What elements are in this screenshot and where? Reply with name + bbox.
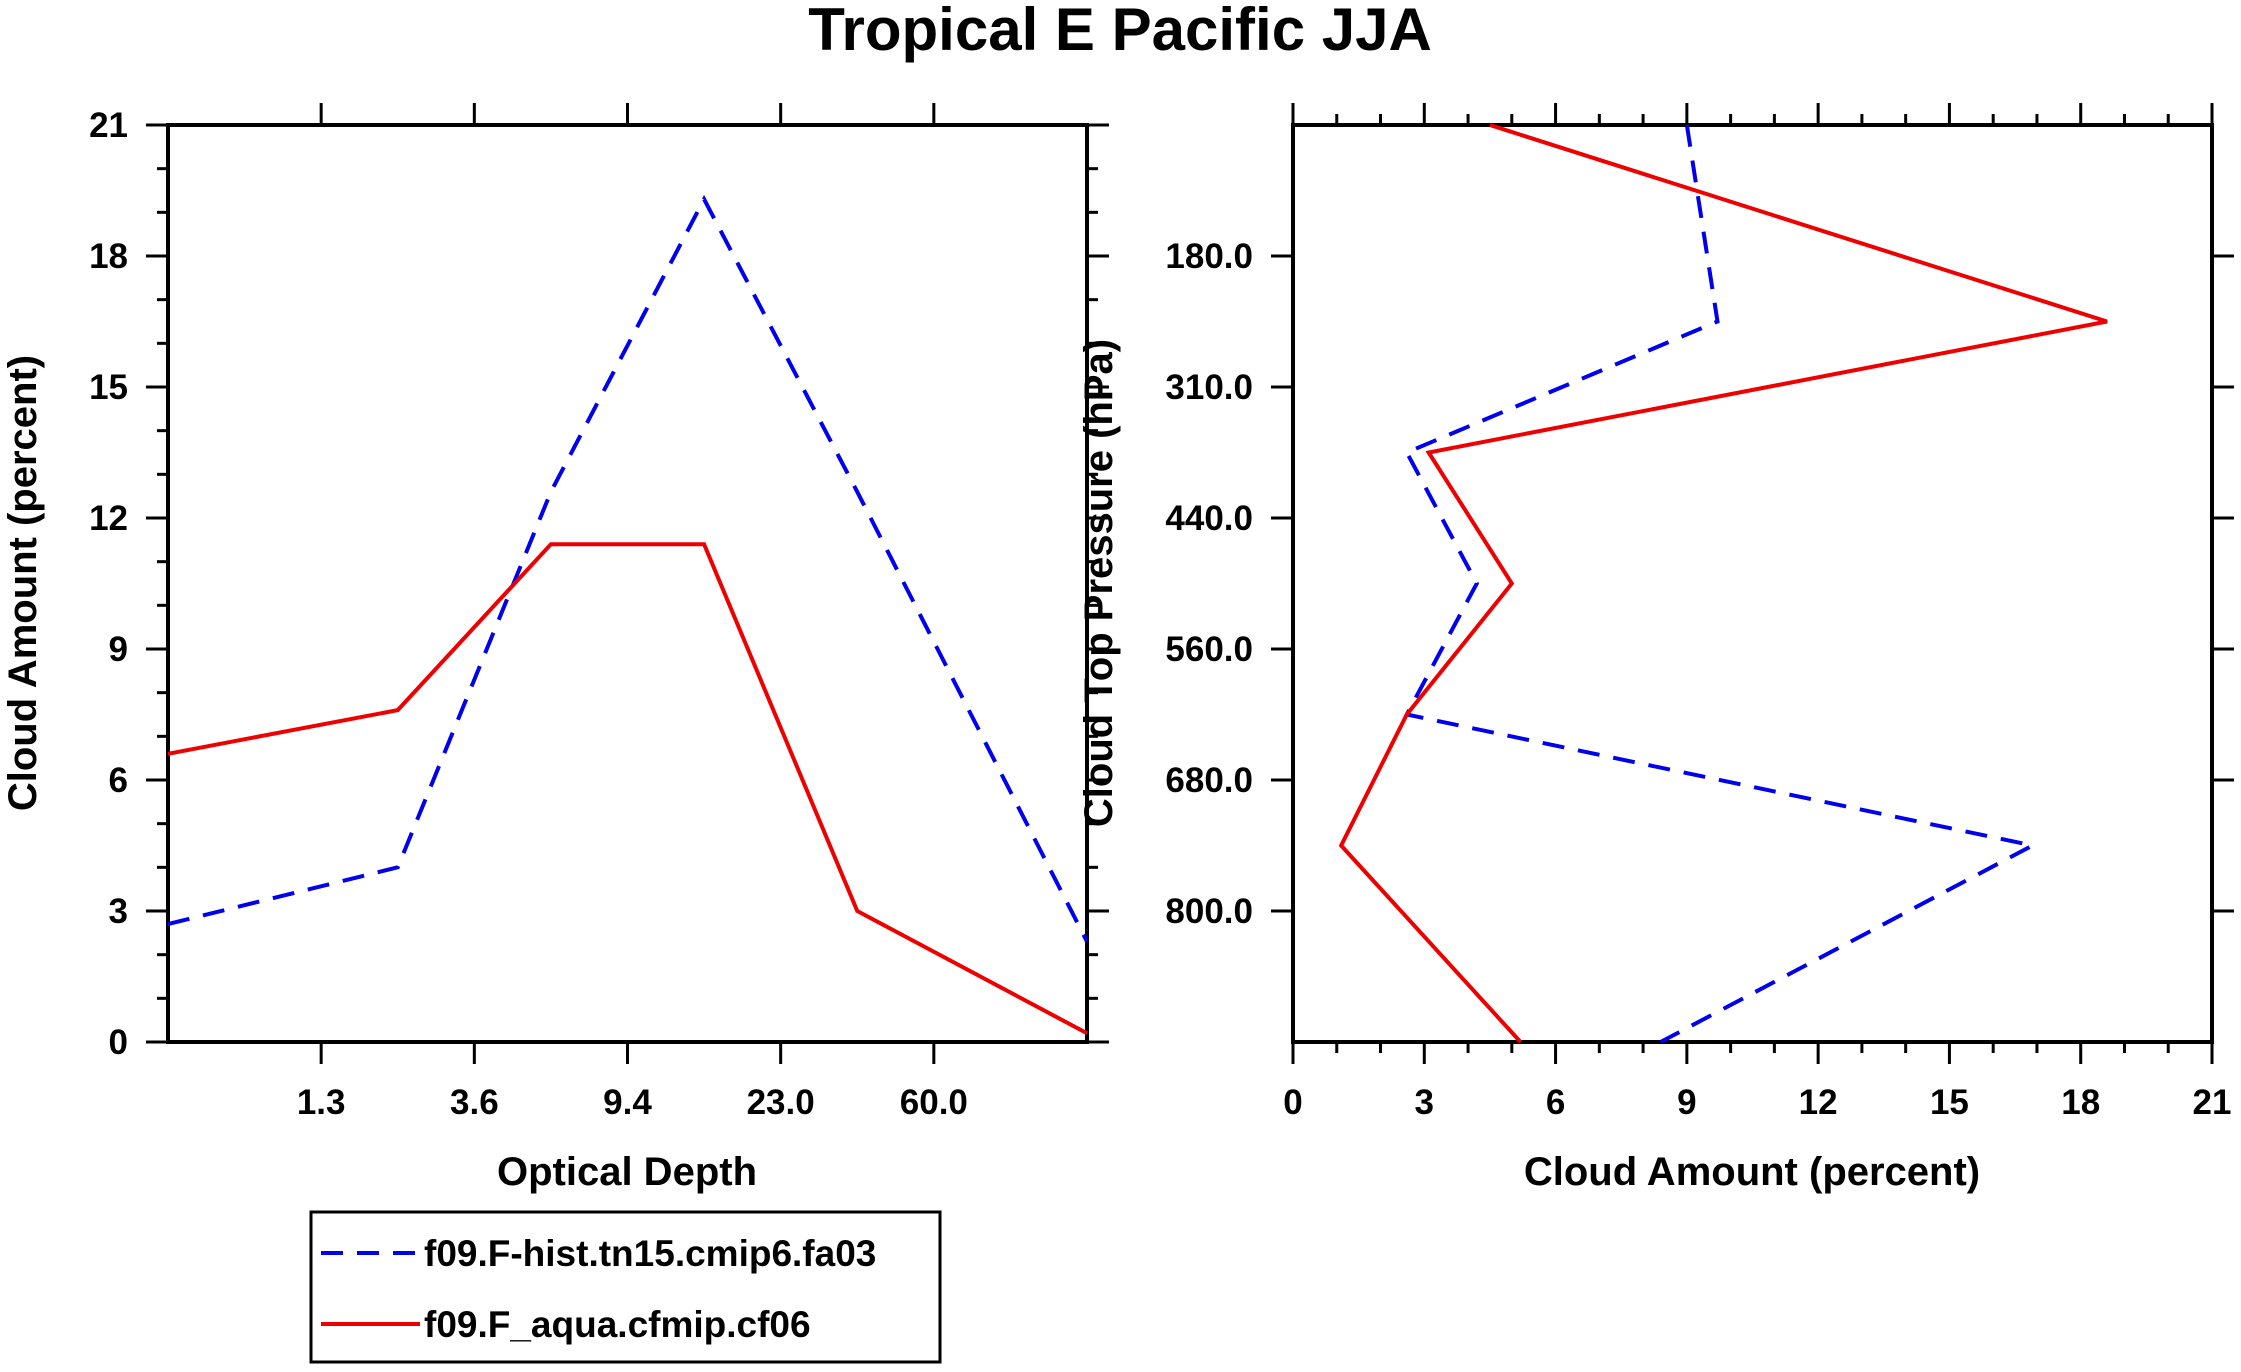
right-series-line — [1338, 123, 2108, 1044]
left-ticks — [146, 103, 1109, 1064]
legend-box — [309, 1210, 942, 1364]
right-y-tick-label: 560.0 — [1165, 630, 1253, 669]
right-y-tick-label: 440.0 — [1165, 499, 1253, 538]
right-x-tick-labels: 0 3 6 9 12 15 18 21 — [1283, 1083, 2231, 1122]
right-plot-frame — [1291, 123, 2214, 1044]
chart-title: Tropical E Pacific JJA — [808, 0, 1432, 63]
left-series — [167, 194, 1089, 1036]
left-series-line — [167, 542, 1088, 1036]
right-x-tick-label: 6 — [1546, 1083, 1565, 1122]
right-y-tick-label: 800.0 — [1165, 892, 1253, 931]
left-x-tick-label: 1.3 — [297, 1083, 346, 1122]
left-panel: 0 3 6 9 12 15 18 21 1.3 3.6 9.4 23.0 60.0 Optical D… — [1, 103, 1109, 1194]
left-y-tick-label: 12 — [89, 499, 128, 538]
right-y-axis-label: Cloud Top Pressure (hPa) — [1077, 339, 1121, 827]
right-x-tick-label: 15 — [1930, 1083, 1969, 1122]
left-plot-frame — [166, 123, 1089, 1044]
left-y-tick-label: 6 — [109, 761, 128, 800]
right-x-axis-label: Cloud Amount (percent) — [1524, 1150, 1980, 1194]
right-x-tick-label: 9 — [1677, 1083, 1696, 1122]
left-y-tick-label: 3 — [109, 892, 128, 931]
right-x-tick-label: 21 — [2193, 1083, 2232, 1122]
left-x-tick-label: 9.4 — [603, 1083, 652, 1122]
left-y-tick-labels: 0 3 6 9 12 15 18 21 — [89, 106, 128, 1062]
left-x-tick-labels: 1.3 3.6 9.4 23.0 60.0 — [297, 1083, 968, 1122]
left-x-axis-label: Optical Depth — [497, 1150, 757, 1194]
left-x-tick-label: 23.0 — [747, 1083, 815, 1122]
left-y-tick-label: 18 — [89, 237, 128, 276]
right-y-tick-label: 180.0 — [1165, 237, 1253, 276]
right-series — [1338, 123, 2108, 1044]
left-y-axis-label: Cloud Amount (percent) — [1, 355, 45, 811]
right-x-tick-label: 3 — [1415, 1083, 1434, 1122]
left-y-tick-label: 9 — [109, 630, 128, 669]
left-y-tick-label: 15 — [89, 368, 128, 407]
left-y-tick-label: 0 — [109, 1023, 128, 1062]
left-x-tick-label: 3.6 — [450, 1083, 499, 1122]
right-panel: 180.0 310.0 440.0 560.0 680.0 800.0 0 3 6 9 12 15 1… — [1077, 103, 2234, 1194]
right-series-line — [1403, 124, 2039, 1044]
right-x-tick-label: 18 — [2061, 1083, 2100, 1122]
legend: f09.F-hist.tn15.cmip6.fa03 f09.F_aqua.cf… — [309, 1210, 942, 1364]
right-y-tick-labels: 180.0 310.0 440.0 560.0 680.0 800.0 — [1165, 237, 1253, 931]
legend-label-blue: f09.F-hist.tn15.cmip6.fa03 — [424, 1233, 876, 1274]
left-x-tick-label: 60.0 — [900, 1083, 968, 1122]
legend-label-red: f09.F_aqua.cfmip.cf06 — [424, 1304, 811, 1345]
right-ticks — [1271, 103, 2234, 1064]
right-x-tick-label: 12 — [1799, 1083, 1838, 1122]
left-series-line — [167, 194, 1089, 943]
right-y-tick-label: 310.0 — [1165, 368, 1253, 407]
left-y-tick-label: 21 — [89, 106, 128, 145]
right-x-tick-label: 0 — [1283, 1083, 1302, 1122]
right-y-tick-label: 680.0 — [1165, 761, 1253, 800]
